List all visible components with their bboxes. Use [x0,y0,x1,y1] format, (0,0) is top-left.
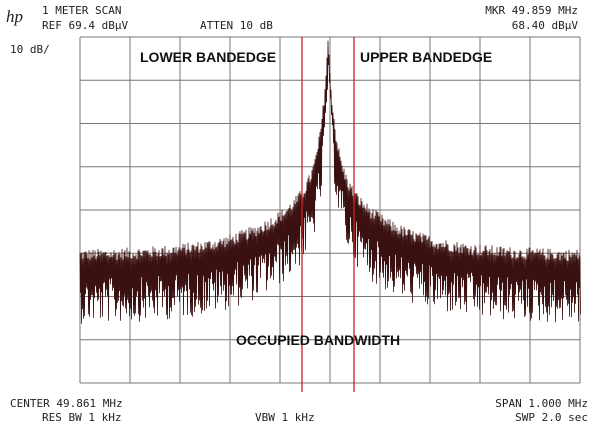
lower-bandedge-label: LOWER BANDEDGE [140,49,276,65]
reference-level: REF 69.4 dBµV [42,19,128,32]
spectrum-trace [79,40,581,324]
upper-bandedge-label: UPPER BANDEDGE [360,49,492,65]
marker-level: 68.40 dBµV [512,19,579,32]
graticule [79,36,581,384]
occupied-bandwidth-label: OCCUPIED BANDWIDTH [236,332,400,348]
scan-title: 1 METER SCAN [42,4,121,17]
marker-frequency: MKR 49.859 MHz [485,4,578,17]
logo: hp [6,7,23,26]
center-frequency: CENTER 49.861 MHz [10,397,123,410]
sweep-time: SWP 2.0 sec [515,411,588,424]
attenuation: ATTEN 10 dB [200,19,273,32]
scale: 10 dB/ [10,43,50,56]
video-bandwidth: VBW 1 kHz [255,411,315,424]
resolution-bandwidth: RES BW 1 kHz [42,411,121,424]
span: SPAN 1.000 MHz [495,397,588,410]
